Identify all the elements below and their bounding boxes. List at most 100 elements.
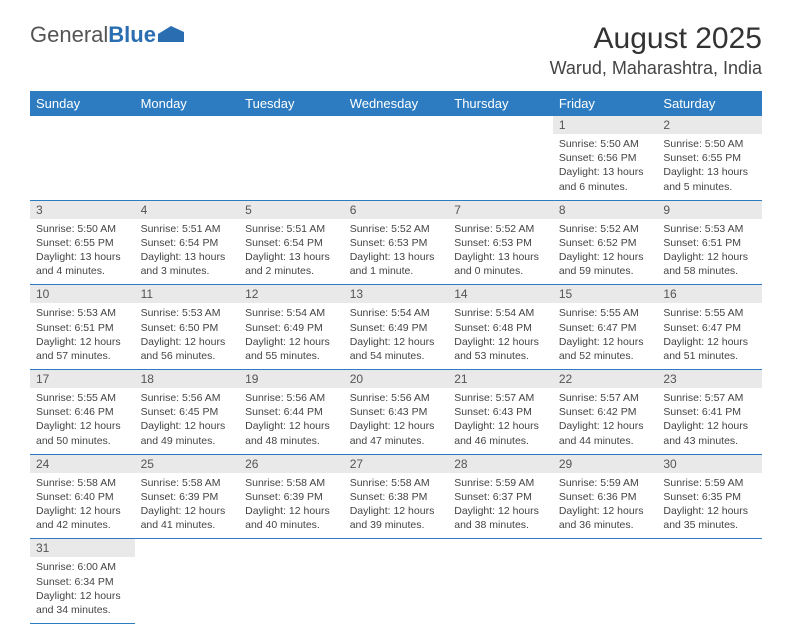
detail-line: Daylight: 12 hours bbox=[454, 419, 547, 433]
day-number: 2 bbox=[657, 116, 762, 134]
calendar-cell bbox=[239, 116, 344, 200]
detail-line: Sunset: 6:55 PM bbox=[36, 236, 129, 250]
detail-line: Sunrise: 5:51 AM bbox=[245, 222, 338, 236]
detail-line: Sunset: 6:47 PM bbox=[559, 321, 652, 335]
detail-line: Daylight: 12 hours bbox=[559, 504, 652, 518]
day-number: 13 bbox=[344, 285, 449, 303]
detail-line: Daylight: 12 hours bbox=[36, 504, 129, 518]
detail-line: Sunrise: 5:50 AM bbox=[36, 222, 129, 236]
detail-line: Sunset: 6:43 PM bbox=[454, 405, 547, 419]
calendar-cell: 8Sunrise: 5:52 AMSunset: 6:52 PMDaylight… bbox=[553, 200, 658, 285]
detail-line: Sunset: 6:36 PM bbox=[559, 490, 652, 504]
day-details: Sunrise: 5:57 AMSunset: 6:43 PMDaylight:… bbox=[448, 388, 553, 454]
day-number: 3 bbox=[30, 201, 135, 219]
calendar-cell: 7Sunrise: 5:52 AMSunset: 6:53 PMDaylight… bbox=[448, 200, 553, 285]
detail-line: and 39 minutes. bbox=[350, 518, 443, 532]
detail-line: Daylight: 13 hours bbox=[454, 250, 547, 264]
detail-line: and 47 minutes. bbox=[350, 434, 443, 448]
day-number: 19 bbox=[239, 370, 344, 388]
day-details: Sunrise: 5:58 AMSunset: 6:39 PMDaylight:… bbox=[135, 473, 240, 539]
detail-line: and 53 minutes. bbox=[454, 349, 547, 363]
calendar-cell: 14Sunrise: 5:54 AMSunset: 6:48 PMDayligh… bbox=[448, 285, 553, 370]
day-number: 28 bbox=[448, 455, 553, 473]
detail-line: and 4 minutes. bbox=[36, 264, 129, 278]
day-details: Sunrise: 5:59 AMSunset: 6:35 PMDaylight:… bbox=[657, 473, 762, 539]
detail-line: Daylight: 12 hours bbox=[350, 419, 443, 433]
day-details: Sunrise: 5:52 AMSunset: 6:53 PMDaylight:… bbox=[344, 219, 449, 285]
detail-line: Sunrise: 5:56 AM bbox=[245, 391, 338, 405]
detail-line: and 57 minutes. bbox=[36, 349, 129, 363]
calendar-cell: 5Sunrise: 5:51 AMSunset: 6:54 PMDaylight… bbox=[239, 200, 344, 285]
detail-line: Sunset: 6:45 PM bbox=[141, 405, 234, 419]
day-details: Sunrise: 5:56 AMSunset: 6:45 PMDaylight:… bbox=[135, 388, 240, 454]
detail-line: and 50 minutes. bbox=[36, 434, 129, 448]
detail-line: Sunset: 6:43 PM bbox=[350, 405, 443, 419]
detail-line: Sunrise: 6:00 AM bbox=[36, 560, 129, 574]
day-number: 6 bbox=[344, 201, 449, 219]
day-number: 20 bbox=[344, 370, 449, 388]
day-number: 14 bbox=[448, 285, 553, 303]
detail-line: Sunset: 6:47 PM bbox=[663, 321, 756, 335]
day-number: 10 bbox=[30, 285, 135, 303]
detail-line: Sunset: 6:42 PM bbox=[559, 405, 652, 419]
detail-line: Sunrise: 5:57 AM bbox=[559, 391, 652, 405]
calendar-cell: 11Sunrise: 5:53 AMSunset: 6:50 PMDayligh… bbox=[135, 285, 240, 370]
day-number: 1 bbox=[553, 116, 658, 134]
detail-line: and 55 minutes. bbox=[245, 349, 338, 363]
detail-line: Daylight: 12 hours bbox=[36, 335, 129, 349]
location: Warud, Maharashtra, India bbox=[550, 58, 762, 79]
detail-line: Sunrise: 5:54 AM bbox=[245, 306, 338, 320]
calendar-cell bbox=[448, 539, 553, 624]
calendar-cell: 3Sunrise: 5:50 AMSunset: 6:55 PMDaylight… bbox=[30, 200, 135, 285]
day-details: Sunrise: 5:55 AMSunset: 6:46 PMDaylight:… bbox=[30, 388, 135, 454]
calendar-cell: 25Sunrise: 5:58 AMSunset: 6:39 PMDayligh… bbox=[135, 454, 240, 539]
day-details: Sunrise: 5:54 AMSunset: 6:49 PMDaylight:… bbox=[344, 303, 449, 369]
calendar-table: Sunday Monday Tuesday Wednesday Thursday… bbox=[30, 91, 762, 624]
calendar-cell: 26Sunrise: 5:58 AMSunset: 6:39 PMDayligh… bbox=[239, 454, 344, 539]
day-details: Sunrise: 5:50 AMSunset: 6:55 PMDaylight:… bbox=[30, 219, 135, 285]
day-details: Sunrise: 5:52 AMSunset: 6:53 PMDaylight:… bbox=[448, 219, 553, 285]
detail-line: Sunset: 6:54 PM bbox=[245, 236, 338, 250]
detail-line: Daylight: 12 hours bbox=[141, 419, 234, 433]
calendar-cell: 24Sunrise: 5:58 AMSunset: 6:40 PMDayligh… bbox=[30, 454, 135, 539]
day-details: Sunrise: 5:56 AMSunset: 6:43 PMDaylight:… bbox=[344, 388, 449, 454]
detail-line: Sunset: 6:34 PM bbox=[36, 575, 129, 589]
calendar-cell: 2Sunrise: 5:50 AMSunset: 6:55 PMDaylight… bbox=[657, 116, 762, 200]
calendar-cell: 29Sunrise: 5:59 AMSunset: 6:36 PMDayligh… bbox=[553, 454, 658, 539]
day-number: 5 bbox=[239, 201, 344, 219]
detail-line: and 0 minutes. bbox=[454, 264, 547, 278]
day-details: Sunrise: 5:54 AMSunset: 6:48 PMDaylight:… bbox=[448, 303, 553, 369]
day-details: Sunrise: 5:51 AMSunset: 6:54 PMDaylight:… bbox=[239, 219, 344, 285]
day-details: Sunrise: 5:58 AMSunset: 6:40 PMDaylight:… bbox=[30, 473, 135, 539]
day-number: 11 bbox=[135, 285, 240, 303]
detail-line: and 3 minutes. bbox=[141, 264, 234, 278]
day-number: 31 bbox=[30, 539, 135, 557]
detail-line: and 2 minutes. bbox=[245, 264, 338, 278]
detail-line: Sunset: 6:37 PM bbox=[454, 490, 547, 504]
detail-line: Sunset: 6:53 PM bbox=[454, 236, 547, 250]
weekday-header-row: Sunday Monday Tuesday Wednesday Thursday… bbox=[30, 91, 762, 116]
day-number: 24 bbox=[30, 455, 135, 473]
calendar-cell: 15Sunrise: 5:55 AMSunset: 6:47 PMDayligh… bbox=[553, 285, 658, 370]
detail-line: Sunrise: 5:52 AM bbox=[350, 222, 443, 236]
detail-line: Daylight: 12 hours bbox=[245, 419, 338, 433]
detail-line: and 54 minutes. bbox=[350, 349, 443, 363]
logo-text-blue: Blue bbox=[108, 22, 156, 48]
detail-line: and 1 minute. bbox=[350, 264, 443, 278]
detail-line: Sunrise: 5:50 AM bbox=[559, 137, 652, 151]
calendar-cell: 30Sunrise: 5:59 AMSunset: 6:35 PMDayligh… bbox=[657, 454, 762, 539]
calendar-cell: 18Sunrise: 5:56 AMSunset: 6:45 PMDayligh… bbox=[135, 370, 240, 455]
detail-line: Daylight: 12 hours bbox=[350, 335, 443, 349]
day-number: 16 bbox=[657, 285, 762, 303]
detail-line: Daylight: 12 hours bbox=[350, 504, 443, 518]
calendar-cell: 20Sunrise: 5:56 AMSunset: 6:43 PMDayligh… bbox=[344, 370, 449, 455]
day-number: 17 bbox=[30, 370, 135, 388]
logo-text-general: General bbox=[30, 22, 108, 48]
detail-line: and 51 minutes. bbox=[663, 349, 756, 363]
day-details: Sunrise: 5:58 AMSunset: 6:38 PMDaylight:… bbox=[344, 473, 449, 539]
detail-line: Sunrise: 5:57 AM bbox=[663, 391, 756, 405]
detail-line: Sunrise: 5:55 AM bbox=[663, 306, 756, 320]
calendar-cell bbox=[135, 539, 240, 624]
detail-line: Sunrise: 5:54 AM bbox=[454, 306, 547, 320]
day-details: Sunrise: 5:50 AMSunset: 6:55 PMDaylight:… bbox=[657, 134, 762, 200]
